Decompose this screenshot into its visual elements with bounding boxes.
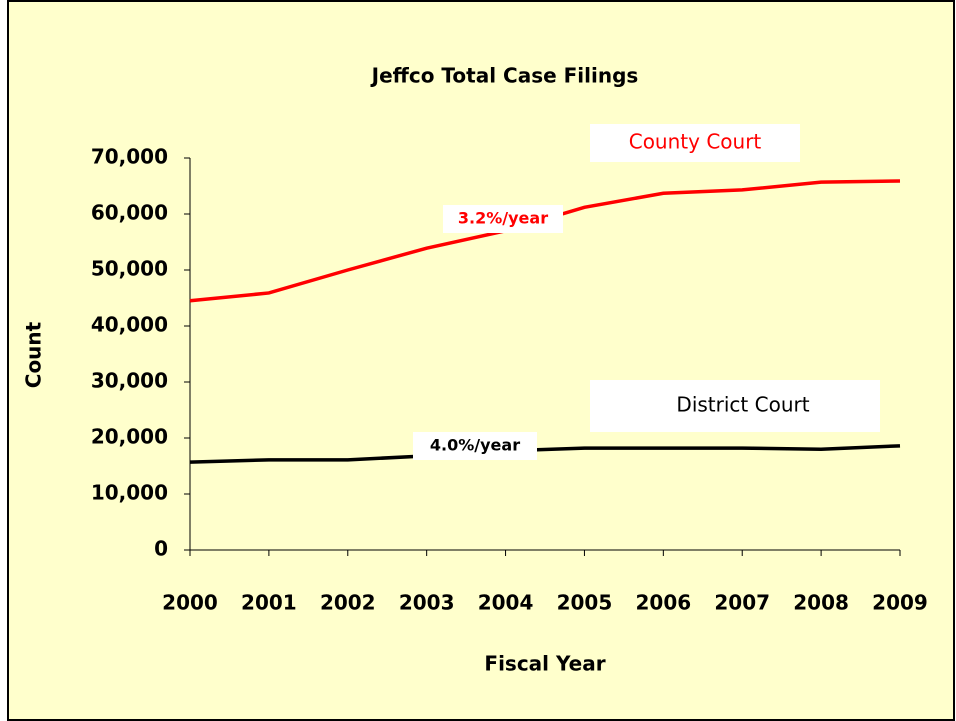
annotation-box xyxy=(413,432,537,460)
label-box xyxy=(590,124,800,162)
y-tick-label: 70,000 xyxy=(91,145,168,169)
x-tick-label: 2000 xyxy=(162,591,218,615)
annotation: 4.0%/year xyxy=(430,436,520,455)
series-label: County Court xyxy=(629,130,762,154)
series-line xyxy=(189,444,901,464)
x-tick-label: 2008 xyxy=(793,591,849,615)
x-tick-label: 2001 xyxy=(241,591,297,615)
annotation: 3.2%/year xyxy=(458,209,548,228)
chart-background xyxy=(7,0,955,721)
y-tick-label: 60,000 xyxy=(91,201,168,225)
series-label: District Court xyxy=(676,393,809,417)
x-tick-label: 2003 xyxy=(399,591,455,615)
x-tick-label: 2002 xyxy=(320,591,376,615)
y-tick-label: 0 xyxy=(154,537,168,561)
x-tick-label: 2004 xyxy=(478,591,534,615)
annotation-box xyxy=(443,205,563,233)
label-box xyxy=(590,380,880,432)
y-tick-label: 50,000 xyxy=(91,257,168,281)
chart-title: Jeffco Total Case Filings xyxy=(370,64,639,88)
x-tick-label: 2005 xyxy=(557,591,613,615)
x-tick-label: 2006 xyxy=(635,591,691,615)
x-tick-label: 2007 xyxy=(714,591,770,615)
x-axis-label: Fiscal Year xyxy=(484,652,605,676)
y-tick-label: 40,000 xyxy=(91,313,168,337)
y-tick-label: 10,000 xyxy=(91,481,168,505)
y-axis-label: Count xyxy=(22,321,46,388)
x-tick-label: 2009 xyxy=(872,591,928,615)
y-tick-label: 20,000 xyxy=(91,425,168,449)
y-tick-label: 30,000 xyxy=(91,369,168,393)
